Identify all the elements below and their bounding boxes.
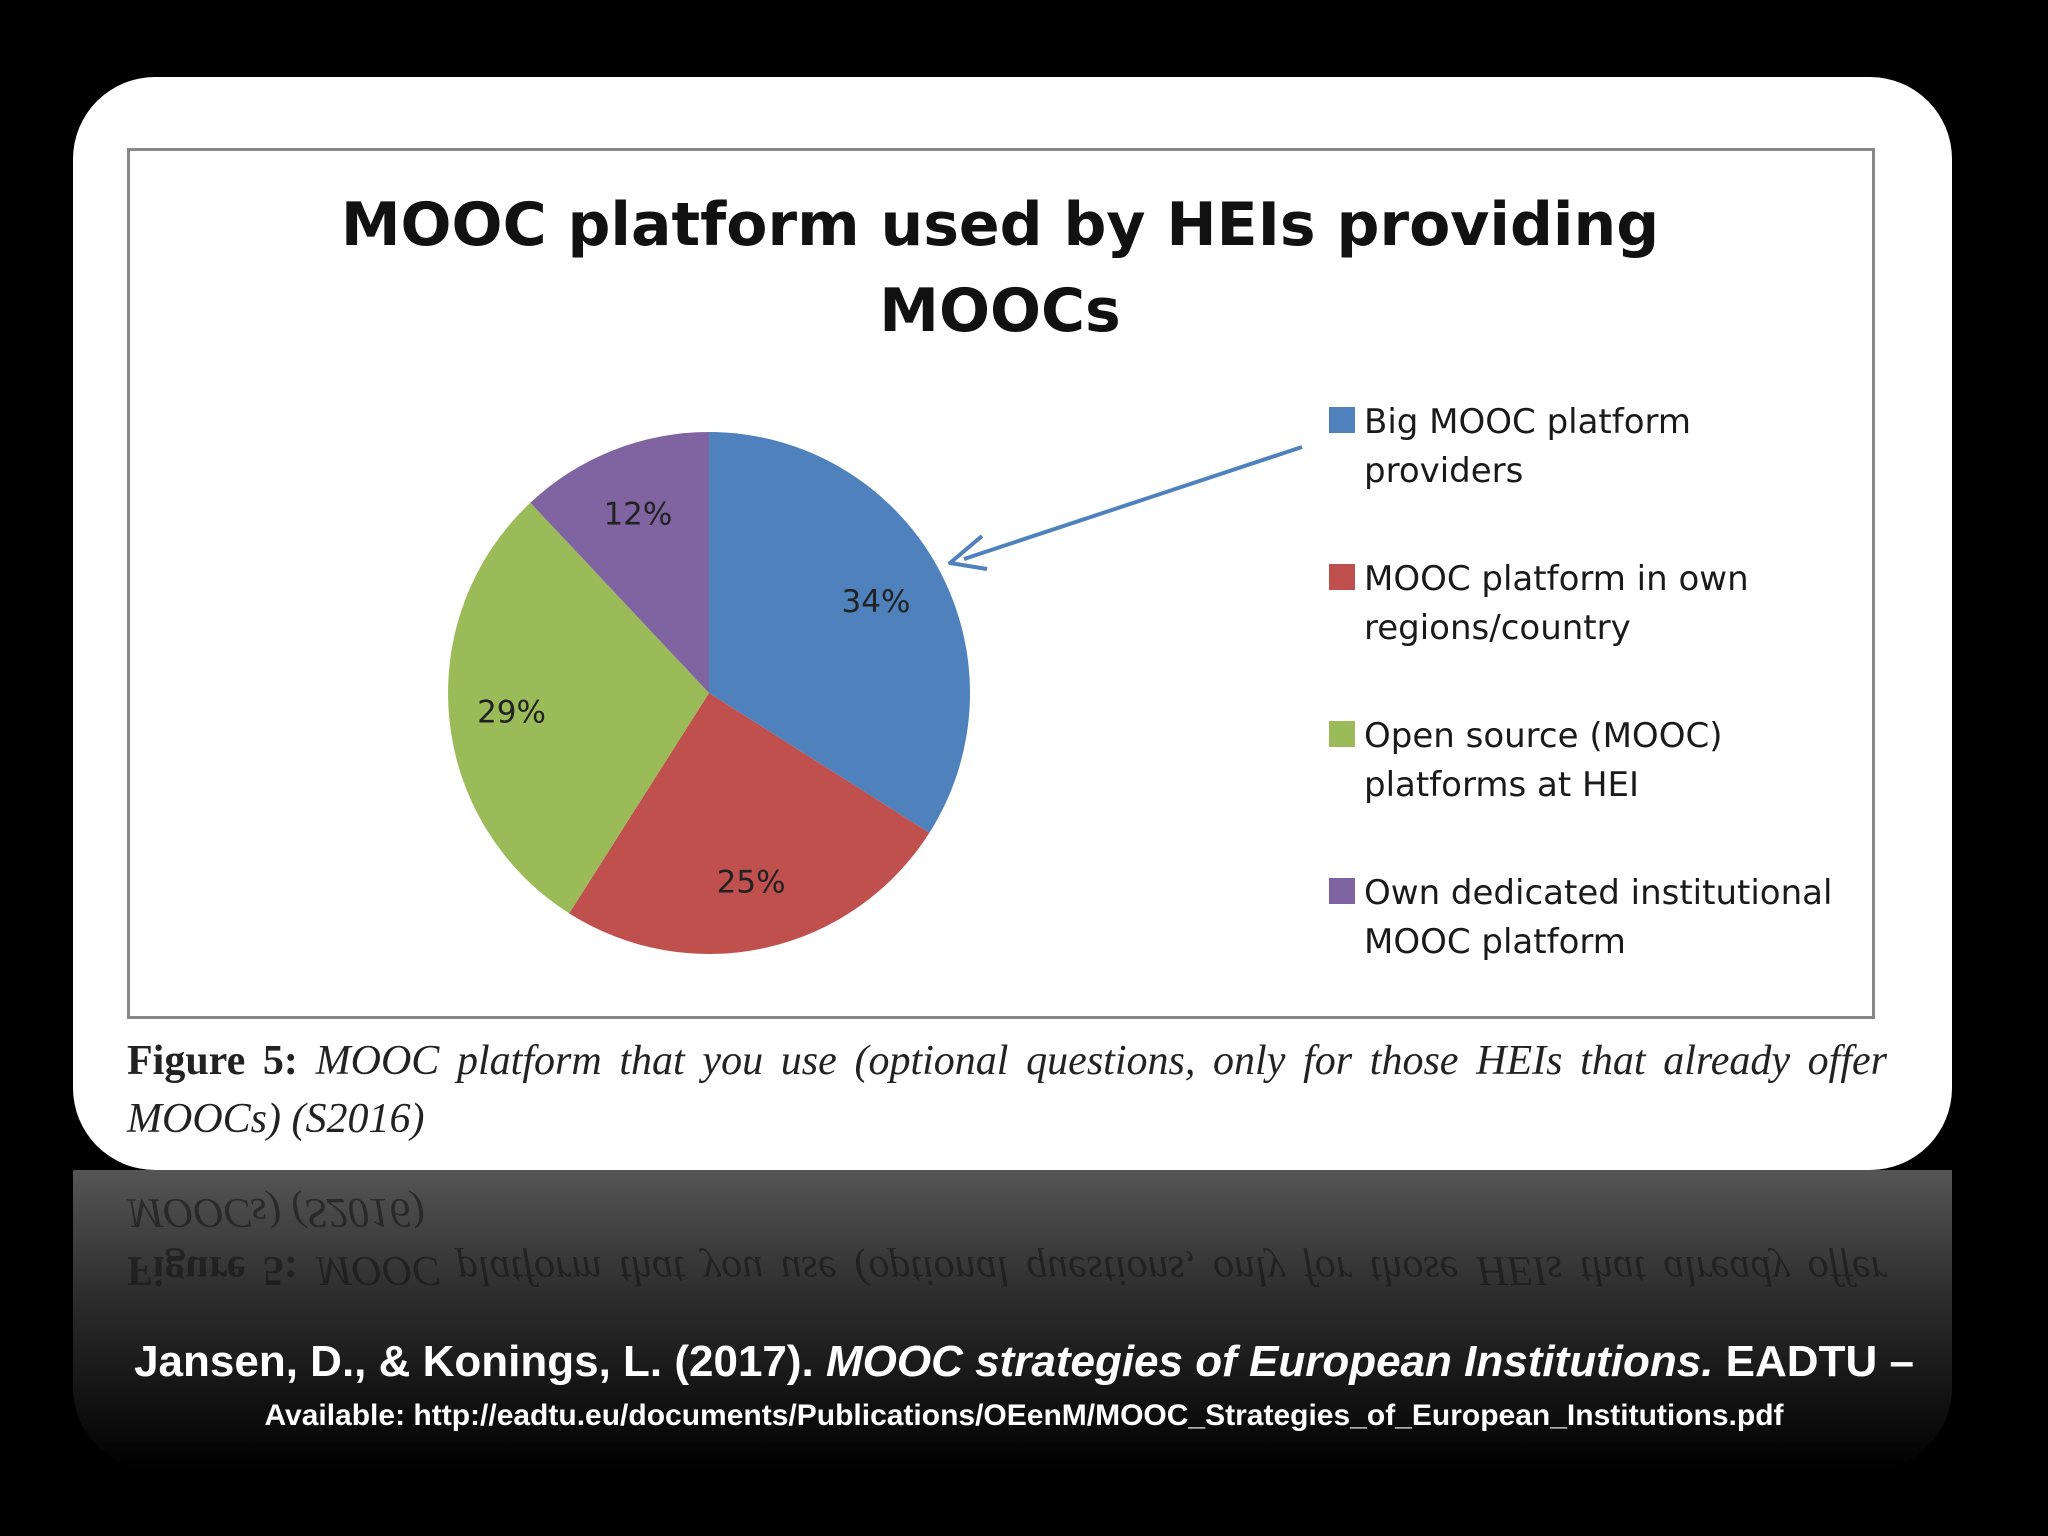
legend-swatch-1: [1329, 407, 1355, 433]
citation: Jansen, D., & Konings, L. (2017). MOOC s…: [0, 1334, 2048, 1438]
citation-availability: Available: http://eadtu.eu/documents/Pub…: [264, 1399, 1784, 1432]
chart-title-line-2: MOOCs: [879, 276, 1120, 346]
pie-slice-1: [709, 432, 970, 833]
reflected-caption: Figure 5: MOOC platform that you use (op…: [127, 1183, 1887, 1299]
arrow-shaft: [963, 445, 1303, 561]
pie-slice-4: [530, 432, 709, 693]
chart-title-line-1: MOOC platform used by HEIs providing: [341, 190, 1659, 260]
pie-chart: MOOC platform used by HEIs providing MOO…: [341, 190, 1833, 962]
reflected-caption-text: MOOC platform that you use (optional que…: [127, 1189, 1888, 1293]
legend-label-2-line-1: MOOC platform in own: [1364, 559, 1749, 599]
annotation-arrow: [948, 445, 1303, 571]
legend-label-2-line-2: regions/country: [1364, 608, 1631, 648]
reflected-caption-label: Figure 5:: [127, 1247, 298, 1293]
legend-swatch-3: [1329, 721, 1355, 747]
pie-labels: 34% 25% 29% 12%: [477, 496, 910, 900]
slice-label-1: 34%: [842, 584, 911, 620]
chart-frame: MOOC platform used by HEIs providing MOO…: [127, 148, 1875, 1019]
legend-label-1-line-1: Big MOOC platform: [1364, 402, 1691, 442]
slide-reflection: Figure 5: MOOC platform that you use (op…: [73, 1170, 1952, 1470]
legend-swatch-2: [1329, 564, 1355, 590]
legend-swatch-4: [1329, 878, 1355, 904]
figure-caption-label: Figure 5:: [127, 1038, 298, 1084]
legend-label-4-line-1: Own dedicated institutional: [1364, 873, 1832, 913]
figure-caption: Figure 5: MOOC platform that you use (op…: [127, 1032, 1887, 1148]
citation-authors: Jansen, D., & Konings, L. (2017).: [134, 1337, 814, 1386]
slice-label-2: 25%: [717, 864, 786, 900]
legend-label-3-line-1: Open source (MOOC): [1364, 716, 1722, 756]
citation-title: MOOC strategies of European Institutions…: [826, 1337, 1714, 1386]
legend-label-1-line-2: providers: [1364, 451, 1523, 491]
legend-label-4-line-2: MOOC platform: [1364, 922, 1626, 962]
figure-caption-text: MOOC platform that you use (optional que…: [127, 1038, 1888, 1142]
pie-slice-2: [569, 693, 930, 954]
legend-label-3-line-2: platforms at HEI: [1364, 765, 1639, 805]
slide-card: MOOC platform used by HEIs providing MOO…: [73, 77, 1952, 1170]
arrow-head: [948, 534, 988, 571]
pie-slice-3: [448, 502, 709, 914]
slice-label-4: 12%: [603, 496, 672, 532]
citation-reference: Jansen, D., & Konings, L. (2017). MOOC s…: [0, 1334, 2048, 1390]
legend: Big MOOC platform providers MOOC platform …: [1329, 402, 1832, 962]
pie-slices: [448, 432, 970, 954]
citation-publisher: EADTU –: [1725, 1337, 1914, 1386]
slice-label-3: 29%: [477, 695, 546, 731]
